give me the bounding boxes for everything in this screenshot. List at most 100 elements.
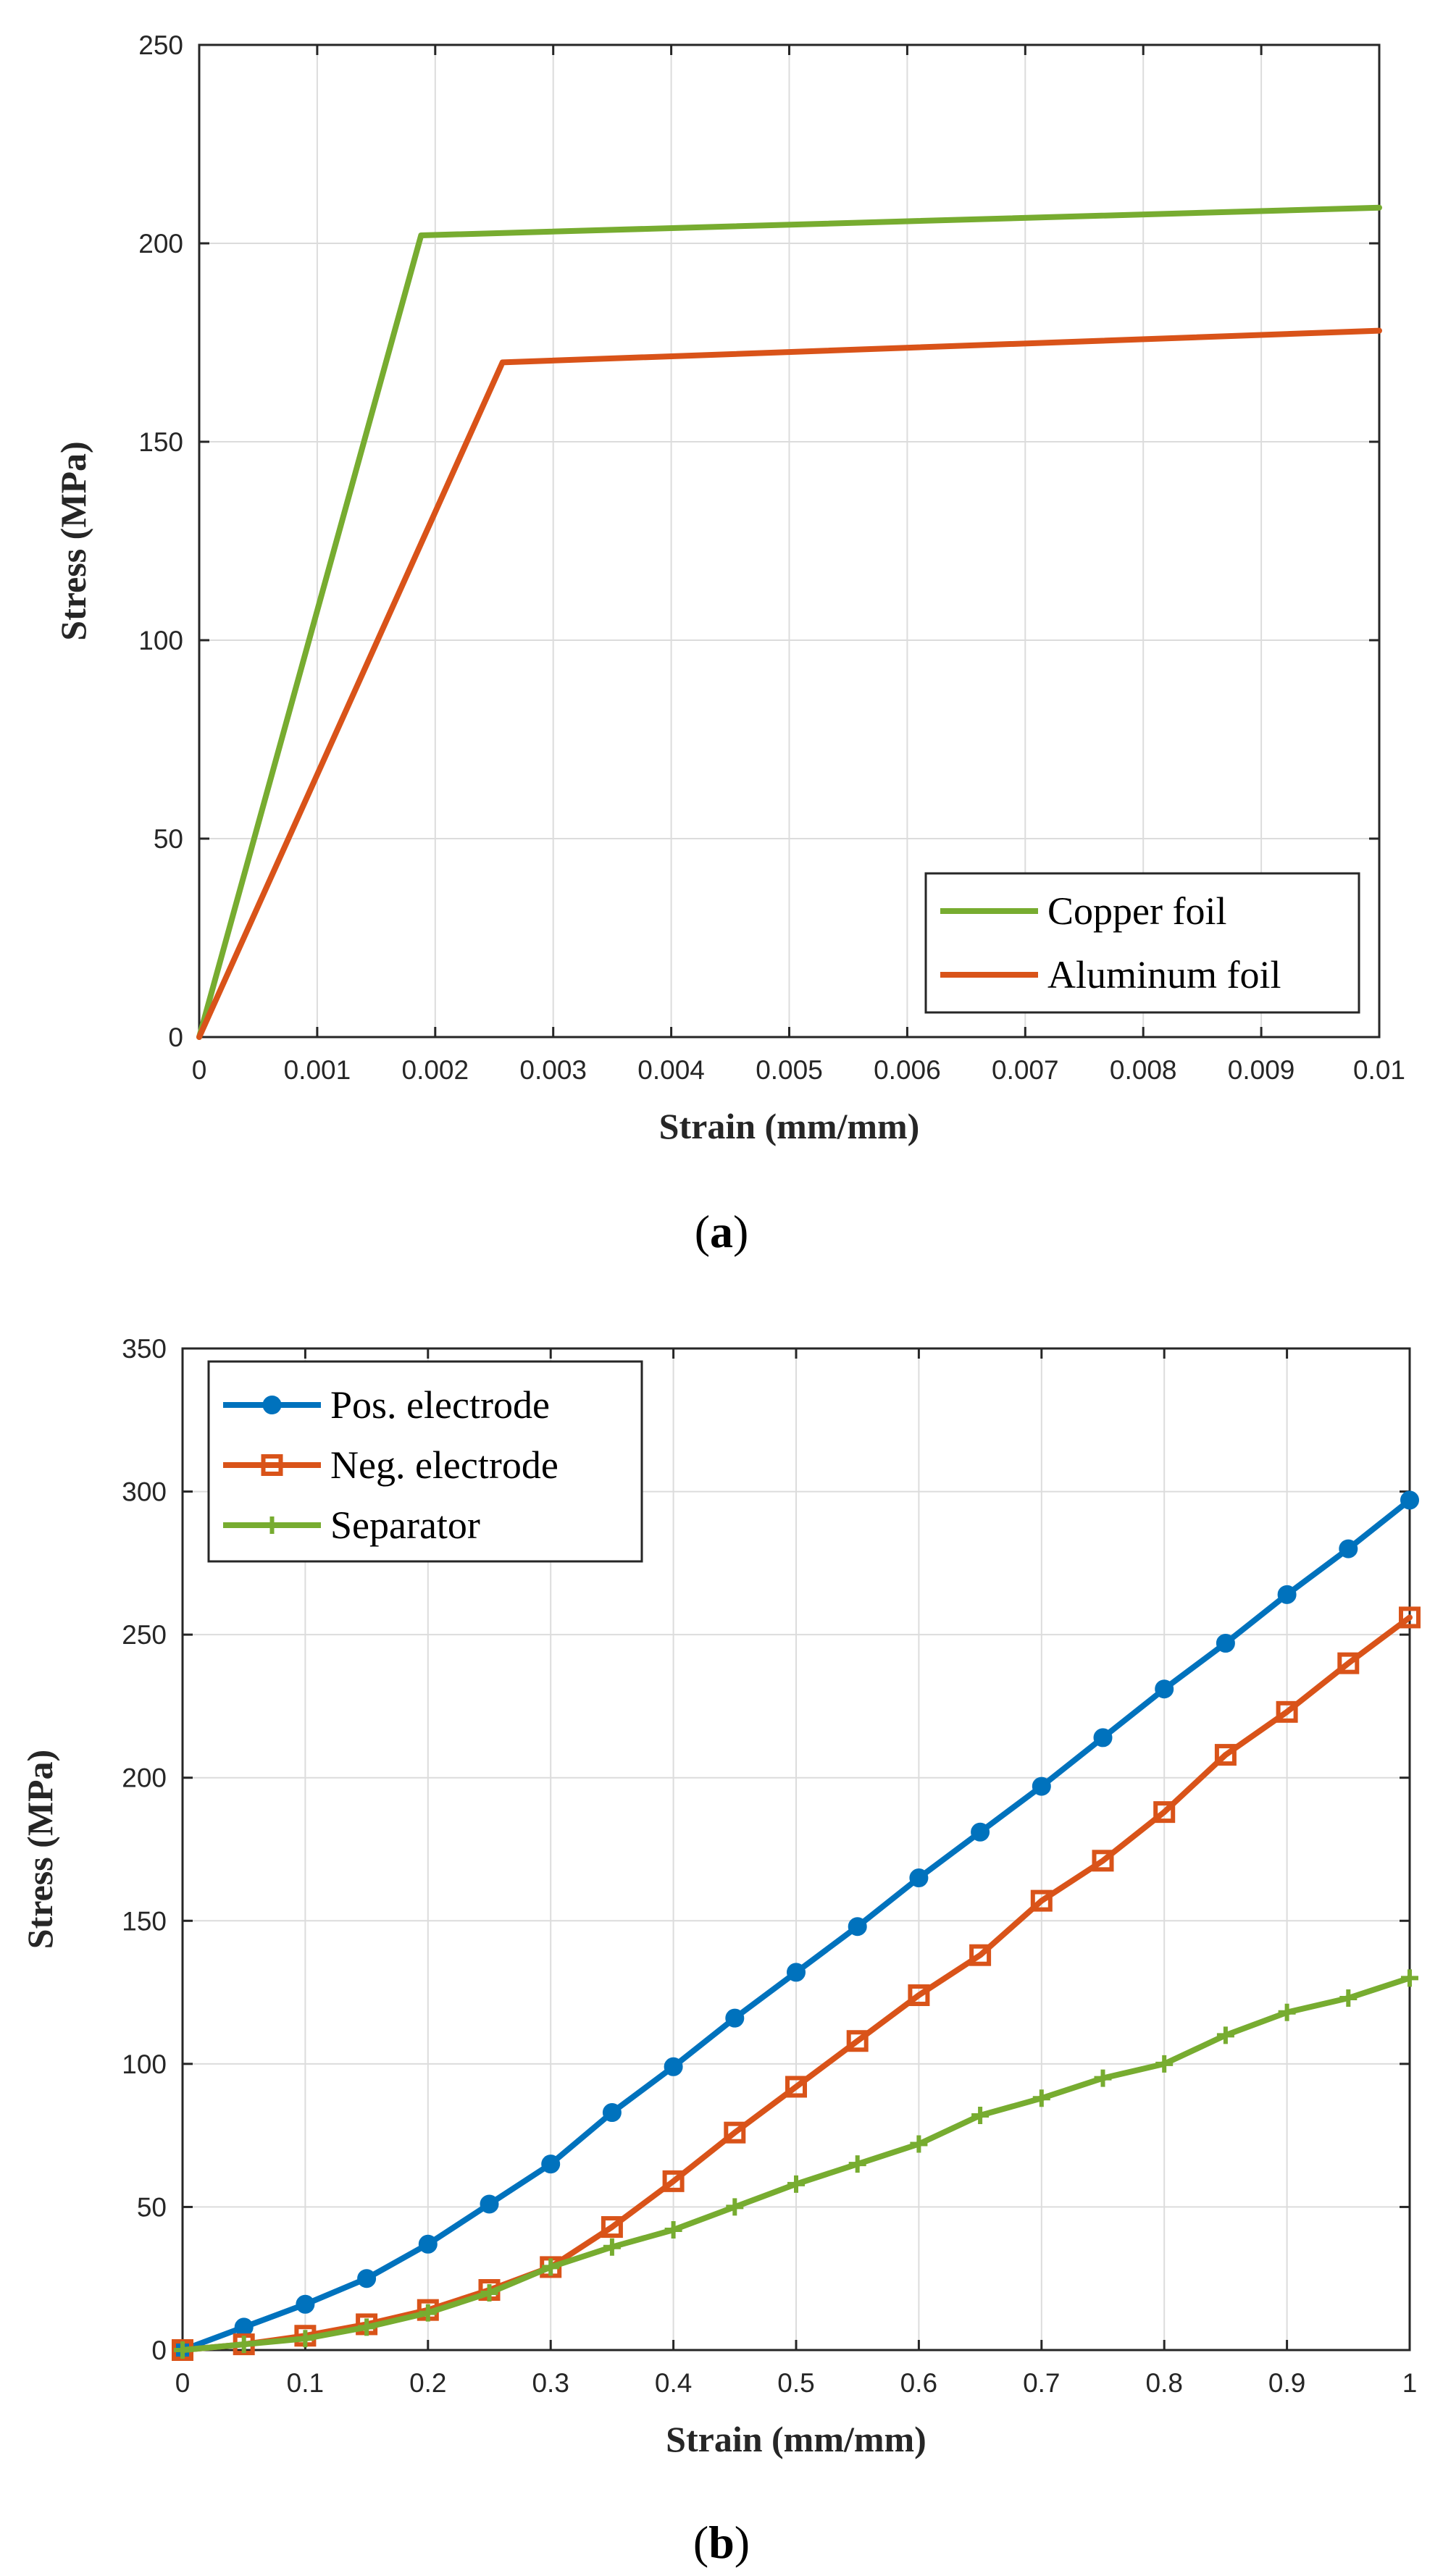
data-point: [1214, 1744, 1237, 1766]
data-point: [848, 1917, 867, 1937]
data-point: [1032, 2089, 1050, 2107]
data-point: [174, 2341, 191, 2359]
data-point: [296, 2294, 315, 2314]
x-tick-label: 0.005: [756, 1055, 823, 1085]
data-point: [969, 1944, 992, 1966]
data-point: [787, 1963, 806, 1982]
x-tick-label: 0.008: [1110, 1055, 1177, 1085]
series-line: [196, 204, 1382, 1040]
x-tick-label: 0.009: [1228, 1055, 1295, 1085]
legend-marker: [262, 1396, 282, 1414]
data-point: [1216, 2026, 1234, 2044]
data-point: [846, 2030, 869, 2052]
chart-a: 0 0.001 0.002 0.003 0.004 0.005 0.006 0.007 0.00…: [53, 30, 1405, 1146]
data-point: [1155, 1679, 1174, 1699]
y-tick-label: 200: [138, 229, 183, 259]
data-point: [662, 2170, 685, 2192]
y-tick-label: 350: [122, 1334, 167, 1364]
chart-b: 0 0.1 0.2 0.3 0.4 0.5 0.6 0.7 0.8 0.9 1 0 50 100 150 20…: [20, 1334, 1421, 2459]
y-axis-label: Stress (MPa): [20, 1750, 60, 1949]
y-axis-label: Stress (MPa): [53, 441, 93, 640]
y-tick-label: 0: [168, 1023, 183, 1052]
legend: Pos. electrode Neg. electrode Separator: [207, 1360, 643, 1563]
y-tick-label: 50: [137, 2192, 167, 2222]
data-point: [787, 2175, 805, 2193]
series-copper-foil: [196, 204, 1382, 1040]
y-tick-label: 0: [151, 2336, 167, 2365]
x-tick-label: 0.1: [287, 2368, 324, 2398]
data-point: [1400, 1490, 1419, 1510]
data-point: [664, 2057, 683, 2076]
y-tick-label: 100: [122, 2050, 167, 2079]
data-point: [234, 2317, 254, 2337]
data-point: [235, 2336, 253, 2354]
legend-box: [924, 872, 1360, 1014]
x-tick-label: 0: [192, 1055, 207, 1085]
data-point: [910, 2135, 928, 2153]
data-point: [358, 2318, 376, 2336]
legend-label: Neg. electrode: [330, 1443, 559, 1487]
data-point: [1155, 2055, 1174, 2073]
data-point: [1399, 1606, 1421, 1629]
data-point: [602, 2103, 622, 2123]
data-point: [542, 2258, 560, 2276]
y-tick-label: 250: [122, 1620, 167, 1650]
data-point: [1276, 1700, 1298, 1723]
caption-a: (a): [695, 1206, 749, 1257]
data-point: [480, 2283, 498, 2302]
x-tick-label: 0.004: [637, 1055, 705, 1085]
x-tick-label: 0.003: [519, 1055, 587, 1085]
data-point: [909, 1868, 929, 1888]
data-point: [1401, 1969, 1418, 1987]
data-point: [1339, 1989, 1358, 2007]
y-tick-label: 150: [122, 1906, 167, 1936]
x-axis-label: Strain (mm/mm): [659, 1106, 920, 1146]
data-point: [601, 2216, 623, 2239]
y-tick-label: 150: [138, 427, 183, 457]
legend-label: Copper foil: [1047, 889, 1226, 933]
x-tick-label: 0.01: [1353, 1055, 1405, 1085]
data-point: [971, 2106, 990, 2124]
data-point: [1278, 2003, 1296, 2021]
data-point: [1032, 1776, 1051, 1796]
x-tick-label: 0.8: [1145, 2368, 1182, 2398]
data-point: [480, 2194, 499, 2214]
data-point: [726, 2198, 744, 2216]
x-tick-label: 0.3: [532, 2368, 569, 2398]
data-point: [357, 2269, 377, 2288]
x-tick-label: 0.006: [874, 1055, 941, 1085]
legend-label: Separator: [330, 1503, 480, 1547]
series-aluminum-foil: [196, 327, 1382, 1040]
x-tick-label: 0.4: [655, 2368, 692, 2398]
data-point: [1153, 1801, 1176, 1824]
legend-marker: [261, 1454, 283, 1476]
legend-label: Pos. electrode: [330, 1383, 550, 1427]
series-line: [196, 327, 1382, 1040]
data-point: [908, 1984, 930, 2007]
x-tick-label: 0.001: [284, 1055, 351, 1085]
data-point: [848, 2155, 866, 2173]
legend-label: Aluminum foil: [1047, 953, 1281, 997]
data-point: [541, 2155, 561, 2174]
data-point: [296, 2330, 314, 2348]
x-axis-label: Strain (mm/mm): [666, 2419, 927, 2459]
y-tick-label: 50: [154, 824, 183, 854]
data-point: [1093, 1728, 1113, 1748]
data-point: [1216, 1633, 1235, 1653]
x-tick-label: 0.2: [409, 2368, 446, 2398]
x-tick-label: 0.6: [900, 2368, 937, 2398]
x-tick-label: 0.007: [992, 1055, 1059, 1085]
data-point: [1092, 1850, 1114, 1872]
data-point: [785, 2076, 807, 2098]
data-point: [1339, 1539, 1358, 1558]
legend: Copper foil Aluminum foil: [924, 872, 1360, 1014]
y-tick-label: 300: [122, 1477, 167, 1507]
data-point: [971, 1822, 990, 1842]
y-tick-label: 100: [138, 626, 183, 655]
caption-b: (b): [693, 2517, 750, 2568]
data-point: [725, 2008, 745, 2028]
data-point: [418, 2234, 438, 2254]
data-point: [1337, 1652, 1360, 1674]
series-separator: [174, 1969, 1418, 2359]
